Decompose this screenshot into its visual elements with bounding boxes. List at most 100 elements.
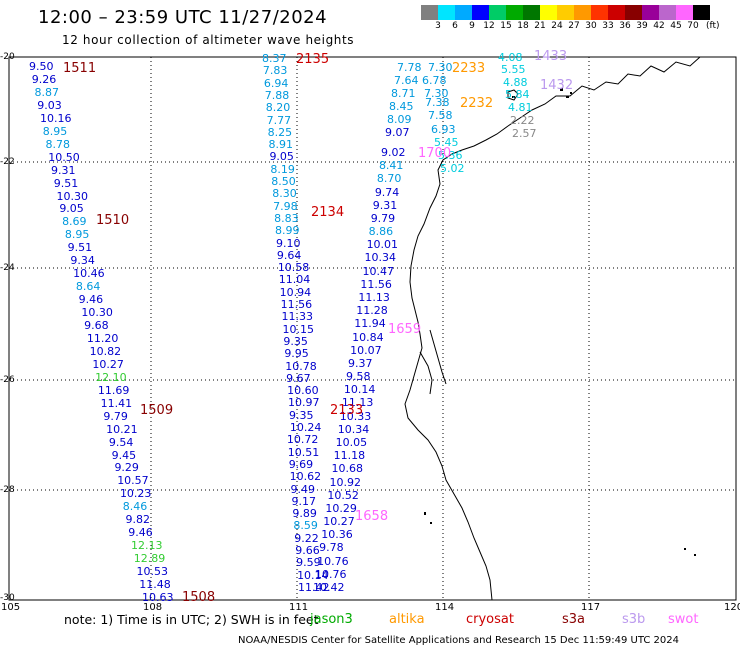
wave-height-value: 8.95 bbox=[42, 124, 68, 138]
pass-id-label: 1508 bbox=[182, 590, 216, 605]
wave-height-value: 9.49 bbox=[290, 482, 316, 496]
wave-height-value: 11.56 bbox=[360, 277, 392, 291]
scale-swatch bbox=[438, 5, 455, 20]
latitude-tick-label: -30 bbox=[0, 593, 15, 603]
wave-height-value: 10.01 bbox=[366, 238, 399, 252]
wave-height-value: 8.83 bbox=[274, 211, 299, 225]
wave-height-value: 10.24 bbox=[289, 421, 322, 435]
island-outline bbox=[507, 89, 519, 101]
wave-height-value: 8.64 bbox=[75, 280, 101, 294]
wave-height-value: 7.83 bbox=[262, 64, 288, 78]
wave-height-value: 9.68 bbox=[84, 319, 109, 333]
wave-height-value: 10.68 bbox=[331, 462, 364, 476]
pass-id-label: 2232 bbox=[460, 96, 494, 111]
wave-height-value: 9.46 bbox=[128, 526, 153, 540]
wave-height-value: 9.51 bbox=[53, 176, 79, 190]
wave-height-value: 8.41 bbox=[378, 159, 404, 173]
wave-height-value: 10.97 bbox=[288, 396, 320, 410]
shark-bay-peninsula bbox=[419, 329, 447, 395]
longitude-tick-label: 120 bbox=[724, 602, 740, 613]
scale-swatch bbox=[676, 5, 693, 20]
scale-swatch bbox=[540, 5, 557, 20]
wave-height-value: 11.48 bbox=[139, 578, 171, 592]
pass-id-label: 1432 bbox=[540, 78, 574, 93]
scale-tick-label: 30 bbox=[585, 21, 597, 31]
wave-height-value: 10.34 bbox=[337, 422, 370, 436]
satellite-legend-item: s3a bbox=[562, 612, 586, 627]
pass-id-label: 1700 bbox=[418, 146, 452, 161]
wave-height-value: 11.56 bbox=[280, 298, 313, 312]
scale-swatch bbox=[506, 5, 523, 20]
wave-height-value: 8.86 bbox=[368, 225, 394, 239]
scale-swatch bbox=[574, 5, 591, 20]
wave-height-value: 9.05 bbox=[59, 202, 84, 216]
scale-tick-label: 15 bbox=[500, 21, 512, 31]
wave-height-value: 5.36 bbox=[438, 149, 463, 162]
pass-id-label: 2135 bbox=[296, 52, 330, 67]
island-markers bbox=[424, 88, 696, 556]
wave-height-value: 9.31 bbox=[51, 163, 76, 177]
wave-height-value: 10.27 bbox=[323, 515, 355, 529]
wave-height-value: 10.76 bbox=[315, 567, 347, 581]
wave-height-value: 10.51 bbox=[287, 445, 320, 459]
scale-swatch bbox=[608, 5, 625, 20]
wave-height-value: 10.30 bbox=[56, 189, 89, 203]
pass-id-label: 2233 bbox=[452, 61, 486, 76]
wave-height-value: 9.67 bbox=[286, 371, 311, 385]
scale-tick-label: 36 bbox=[619, 21, 631, 31]
wave-height-value: 7.88 bbox=[264, 88, 290, 102]
wave-height-value: 10.92 bbox=[329, 475, 361, 489]
wave-height-value: 9.66 bbox=[295, 544, 320, 558]
wave-height-value: 9.69 bbox=[288, 457, 314, 471]
wave-height-value: 8.71 bbox=[391, 87, 416, 100]
scale-tick-label: 3 bbox=[435, 21, 441, 31]
wave-height-value: 11.18 bbox=[333, 449, 366, 463]
wave-height-value: 11.28 bbox=[356, 304, 388, 318]
longitude-tick-label: 114 bbox=[435, 602, 455, 613]
scale-tick-label: 27 bbox=[568, 21, 580, 31]
wave-height-value: 12.13 bbox=[130, 539, 163, 553]
pass-id-label: 2133 bbox=[330, 403, 364, 418]
wave-height-value: 5.45 bbox=[434, 136, 459, 149]
wave-height-value: 8.50 bbox=[271, 175, 296, 189]
wave-height-value: 9.54 bbox=[108, 435, 134, 449]
wave-height-value: 10.53 bbox=[136, 565, 168, 579]
wave-height-value: 9.31 bbox=[372, 198, 398, 212]
wave-height-value: 10.58 bbox=[277, 261, 310, 275]
wave-height-value: 8.69 bbox=[62, 215, 87, 229]
scale-swatch bbox=[421, 5, 438, 20]
wave-height-value: 4.08 bbox=[498, 51, 523, 64]
wave-height-value: 8.46 bbox=[122, 500, 148, 514]
wave-height-value: 7.77 bbox=[266, 113, 292, 127]
wave-height-value: 12.89 bbox=[133, 552, 166, 566]
map-grid bbox=[9, 57, 736, 600]
longitude-tick-label: 117 bbox=[581, 602, 601, 613]
wave-height-value: 10.84 bbox=[352, 330, 384, 344]
wave-height-value: 4.88 bbox=[503, 76, 528, 89]
wave-height-value: 9.82 bbox=[125, 513, 150, 527]
wave-height-value: 11.94 bbox=[354, 317, 386, 331]
wave-height-value: 11.13 bbox=[358, 291, 390, 304]
satellite-legend-item: cryosat bbox=[466, 612, 514, 627]
scale-swatch bbox=[557, 5, 574, 20]
units-note: note: 1) Time is in UTC; 2) SWH is in fe… bbox=[64, 612, 319, 627]
scale-tick-label: 70 bbox=[687, 21, 699, 31]
wave-height-value: 10.21 bbox=[106, 422, 138, 436]
wave-height-value: 10.14 bbox=[343, 383, 376, 397]
wave-height-value: 9.50 bbox=[29, 60, 54, 73]
wave-height-value: 10.16 bbox=[40, 111, 72, 125]
wave-height-value: 9.51 bbox=[67, 241, 93, 255]
pass-id-label: 1511 bbox=[63, 61, 97, 76]
wave-height-value: 10.14 bbox=[297, 568, 329, 582]
wave-height-value: 8.91 bbox=[268, 138, 294, 152]
wave-height-value: 6.94 bbox=[263, 76, 289, 90]
pass-id-label: 2134 bbox=[311, 205, 345, 220]
wave-height-value: 10.72 bbox=[286, 433, 319, 447]
scale-tick-label: 6 bbox=[452, 21, 458, 31]
wave-height-value: 2.22 bbox=[510, 114, 535, 127]
scale-tick-label: 9 bbox=[469, 21, 475, 31]
wave-height-value: 7.58 bbox=[428, 109, 453, 122]
wave-height-value: 9.35 bbox=[288, 408, 314, 422]
wave-height-value: 10.78 bbox=[285, 359, 317, 373]
